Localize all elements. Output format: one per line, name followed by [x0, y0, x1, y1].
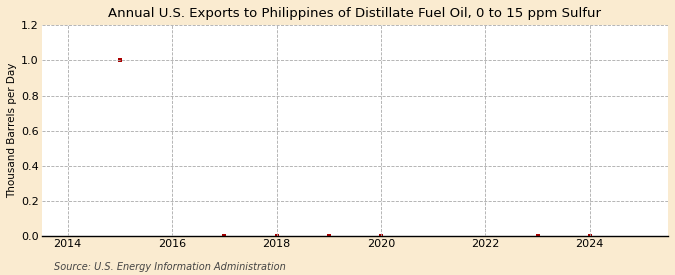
Title: Annual U.S. Exports to Philippines of Distillate Fuel Oil, 0 to 15 ppm Sulfur: Annual U.S. Exports to Philippines of Di… [109, 7, 601, 20]
Text: Source: U.S. Energy Information Administration: Source: U.S. Energy Information Administ… [54, 262, 286, 272]
Y-axis label: Thousand Barrels per Day: Thousand Barrels per Day [7, 63, 17, 198]
